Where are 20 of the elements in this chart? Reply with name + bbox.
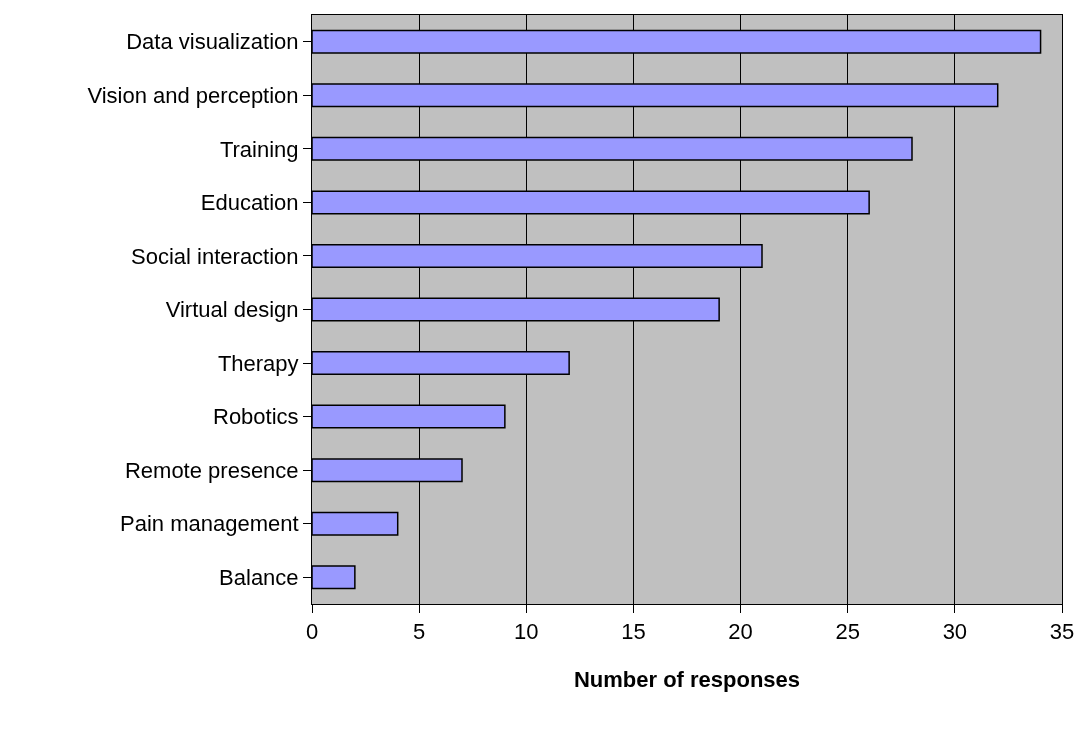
- y-tick-label: Virtual design: [165, 297, 299, 323]
- x-tick-label: 20: [728, 619, 753, 645]
- x-tick-label: 15: [621, 619, 646, 645]
- y-tick-label: Social interaction: [131, 243, 299, 269]
- x-tick-label: 25: [835, 619, 860, 645]
- y-tick-label: Therapy: [217, 350, 299, 376]
- y-tick-label: Training: [219, 136, 299, 162]
- y-tick-label: Pain management: [120, 511, 299, 537]
- y-tick-label: Remote presence: [124, 457, 299, 483]
- y-tick-label: Education: [200, 190, 299, 216]
- x-tick-label: 35: [1049, 619, 1075, 645]
- y-tick-label: Vision and perception: [87, 83, 299, 109]
- x-tick-label: 5: [413, 619, 426, 645]
- x-axis-title: Number of responses: [573, 667, 801, 693]
- y-tick-label: Robotics: [213, 404, 299, 430]
- y-tick-label: Data visualization: [126, 29, 299, 55]
- x-tick-label: 0: [305, 619, 319, 645]
- x-tick-label: 10: [514, 619, 539, 645]
- x-tick-label: 30: [942, 619, 968, 645]
- y-tick-label: Balance: [219, 564, 299, 590]
